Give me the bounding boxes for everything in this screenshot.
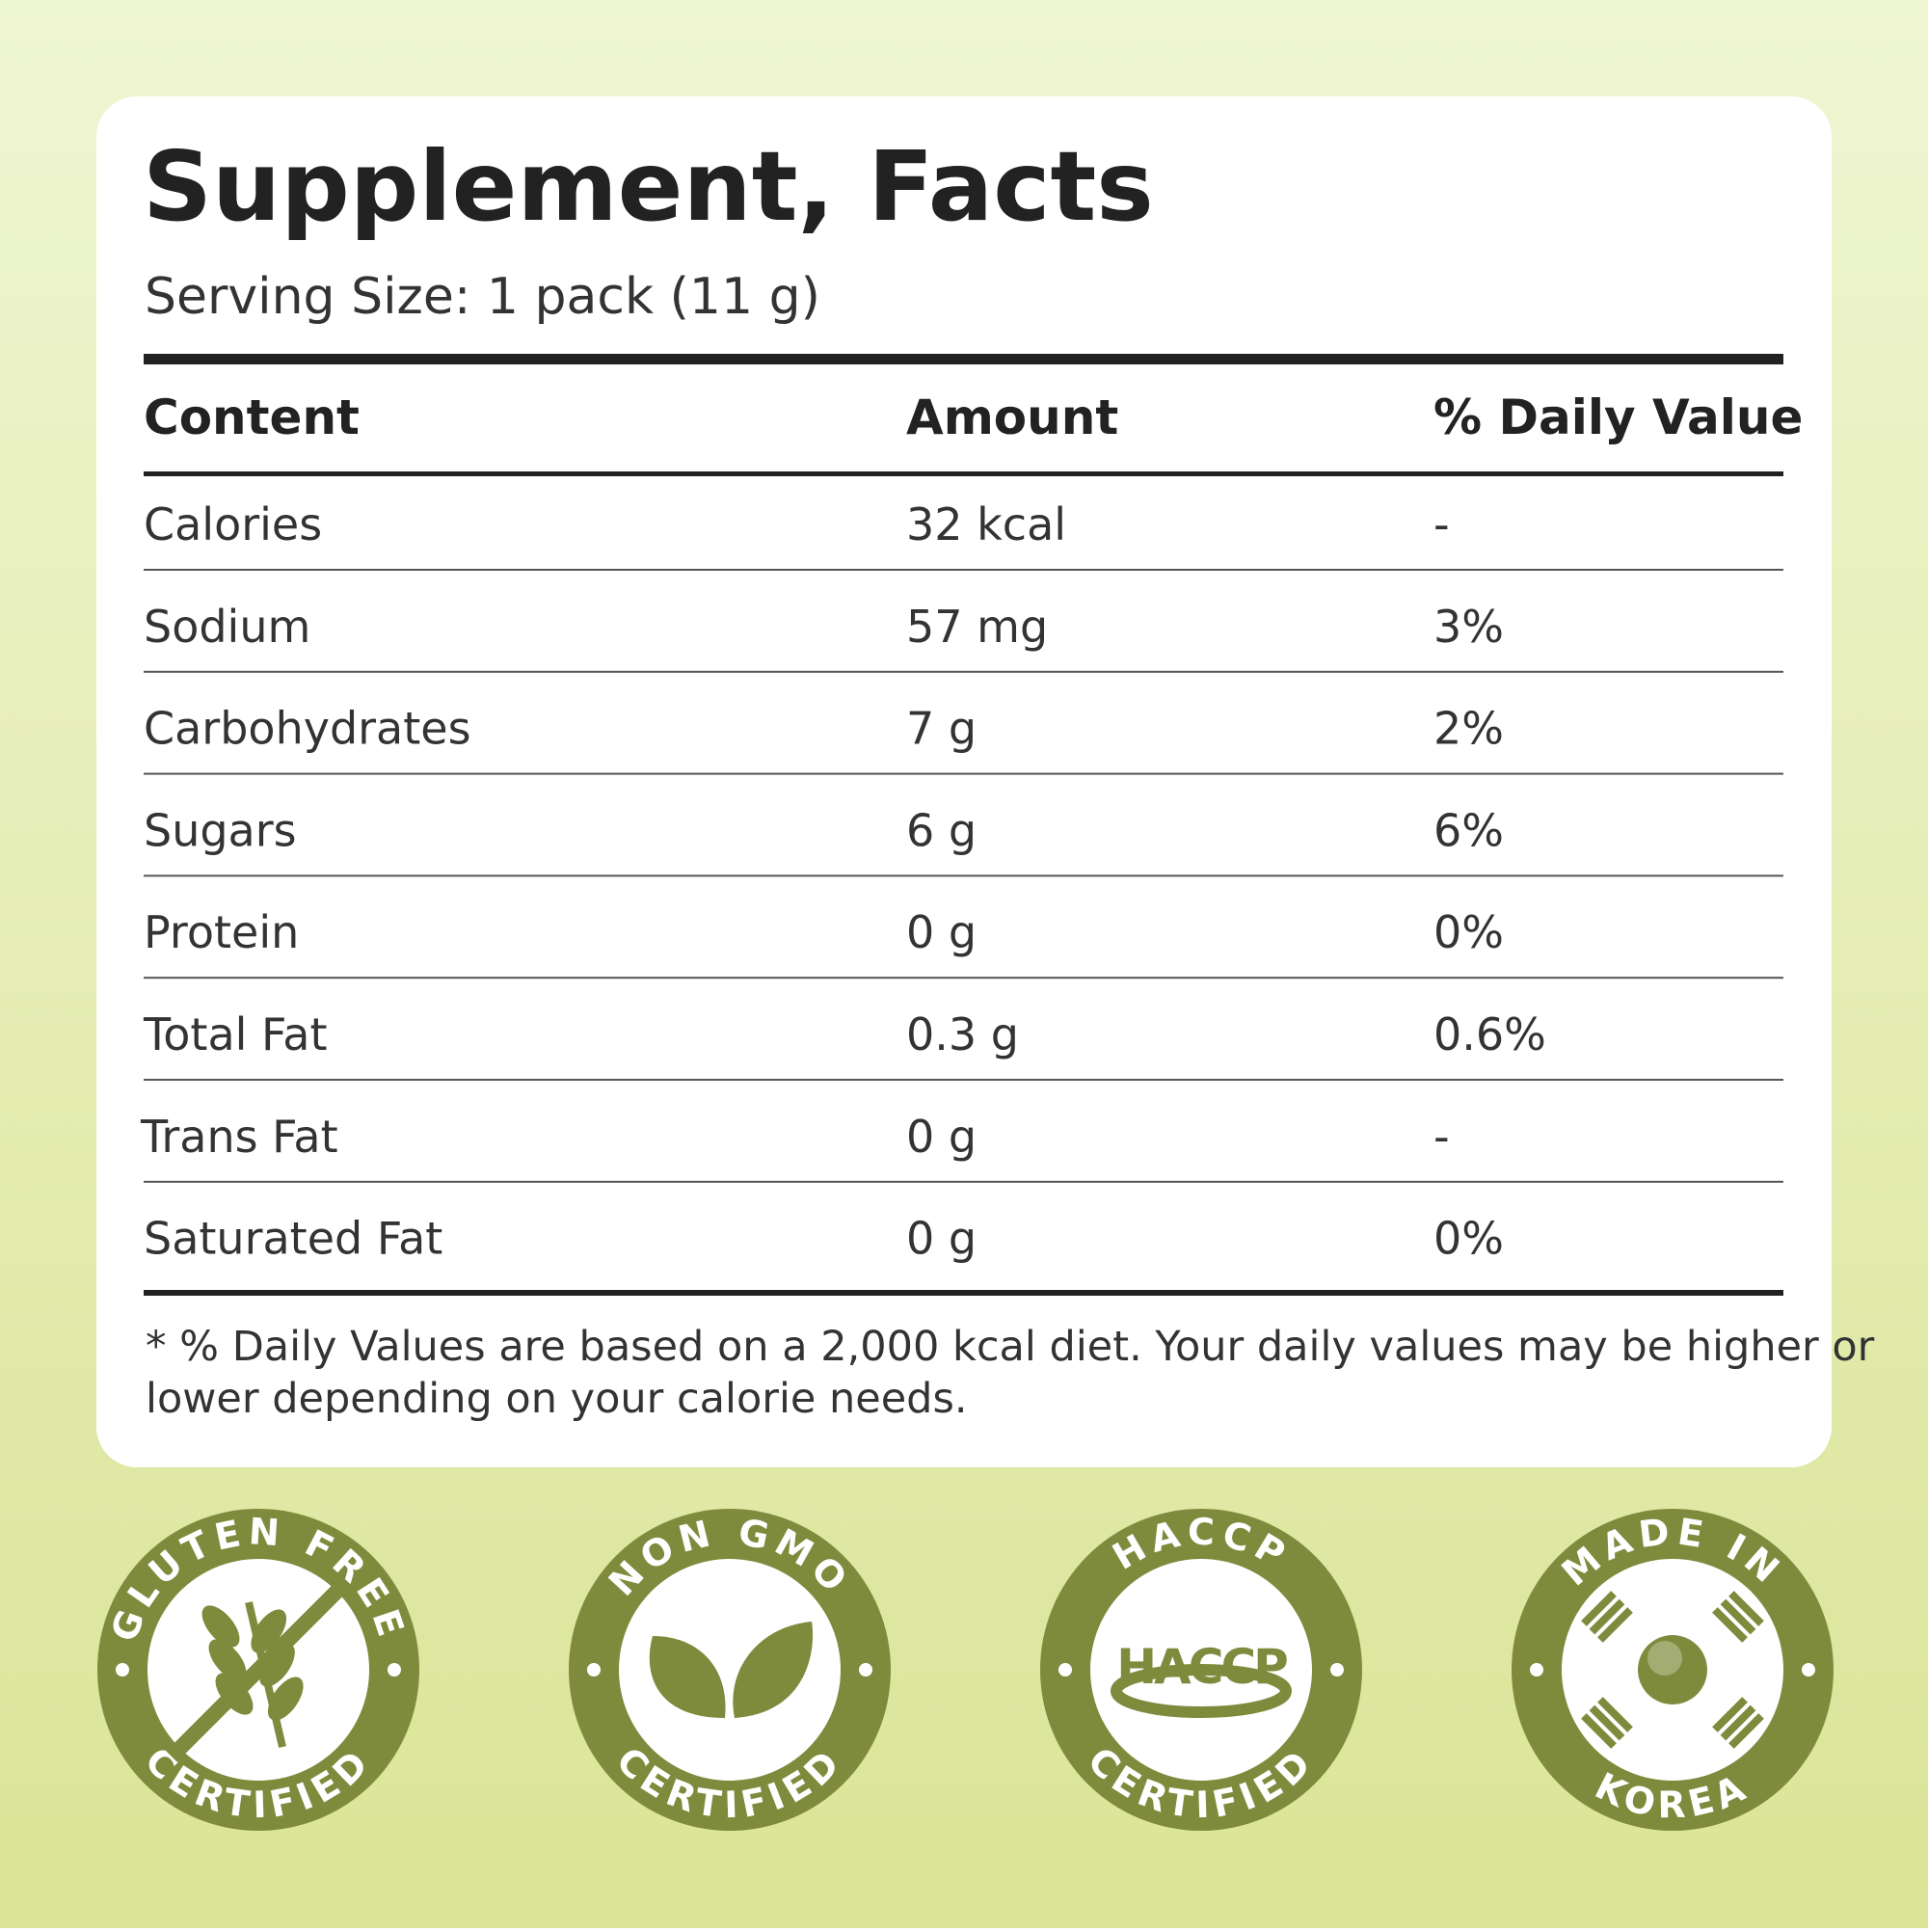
cell: -	[1433, 1111, 1450, 1163]
cell: 57 mg	[906, 601, 1048, 653]
row-divider	[144, 1180, 1783, 1183]
rule-top	[144, 354, 1783, 364]
badge-dot	[388, 1663, 401, 1677]
cell: 0.6%	[1433, 1008, 1546, 1060]
cell: Sodium	[144, 601, 310, 653]
cell: 6 g	[906, 804, 977, 856]
row-divider	[144, 670, 1783, 673]
column-header: Content	[144, 389, 360, 445]
badge-dot	[1530, 1663, 1543, 1677]
wheat-grain	[251, 1609, 287, 1653]
trigram-bar	[1597, 1697, 1633, 1732]
badge-inner	[619, 1559, 841, 1781]
cell: 0%	[1433, 906, 1504, 958]
trigram-bar	[1720, 1598, 1756, 1635]
badge-dot	[1330, 1663, 1344, 1677]
badge-dot	[859, 1663, 872, 1677]
cell: 0%	[1433, 1213, 1504, 1265]
row-divider	[144, 874, 1783, 877]
cell: 2%	[1433, 703, 1504, 755]
row-divider	[144, 772, 1783, 775]
table: Content Amount % Daily Value Calories 32 kca…	[140, 389, 1803, 1265]
leaf	[733, 1622, 814, 1718]
trigram-bar	[1589, 1704, 1625, 1741]
cell: Sugars	[144, 804, 297, 856]
trigram-bar	[1581, 1591, 1617, 1626]
cell: 0 g	[906, 906, 977, 958]
column-header: % Daily Value	[1433, 389, 1803, 445]
haccp-logo: HACCP	[1116, 1639, 1287, 1695]
cell: 0.3 g	[906, 1008, 1019, 1060]
cell: 32 kcal	[906, 498, 1066, 550]
wheat-grain	[267, 1677, 304, 1721]
row-divider	[144, 1079, 1783, 1081]
row-divider	[144, 977, 1783, 979]
trigram-bar	[1720, 1704, 1756, 1741]
trigram-bar	[1712, 1607, 1748, 1643]
rule-header	[144, 471, 1783, 476]
wheat-grain	[259, 1643, 295, 1687]
card	[96, 96, 1832, 1467]
leaf	[649, 1636, 726, 1718]
slash	[166, 1577, 351, 1762]
trigram-bar	[1597, 1607, 1633, 1643]
wheat-grain	[201, 1605, 240, 1648]
cell: Calories	[144, 498, 322, 550]
cell: Trans Fat	[140, 1111, 338, 1163]
cell: Saturated Fat	[144, 1213, 442, 1265]
taeguk-light	[1647, 1641, 1682, 1676]
cell: 0 g	[906, 1111, 977, 1163]
serving-size: Serving Size: 1 pack (11 g)	[145, 268, 820, 326]
trigram-bar	[1728, 1591, 1764, 1626]
row-divider	[144, 569, 1783, 571]
title: Supplement, Facts	[143, 130, 1154, 243]
cell: Protein	[144, 906, 299, 958]
cell: -	[1433, 498, 1450, 550]
wheat-grain	[208, 1639, 247, 1681]
rule-bottom	[144, 1290, 1783, 1296]
badge-dot	[1802, 1663, 1815, 1677]
badge-dot	[1058, 1663, 1072, 1677]
cell: 7 g	[906, 703, 977, 755]
footnote: lower depending on your calorie needs.	[146, 1375, 968, 1423]
plate	[1111, 1664, 1292, 1718]
cell: 0 g	[906, 1213, 977, 1265]
badge-dot	[587, 1663, 601, 1677]
trigram-bar	[1589, 1598, 1625, 1635]
cell: Carbohydrates	[144, 703, 471, 755]
badge-dot	[116, 1663, 129, 1677]
trigram-bar	[1581, 1713, 1617, 1749]
cell: 3%	[1433, 601, 1504, 653]
trigram-bar	[1712, 1697, 1748, 1732]
column-header: Amount	[906, 389, 1118, 445]
trigram-bar	[1728, 1713, 1764, 1749]
cell: 6%	[1433, 804, 1504, 856]
footnote: * % Daily Values are based on a 2,000 kc…	[146, 1323, 1875, 1371]
cell: Total Fat	[143, 1008, 328, 1060]
